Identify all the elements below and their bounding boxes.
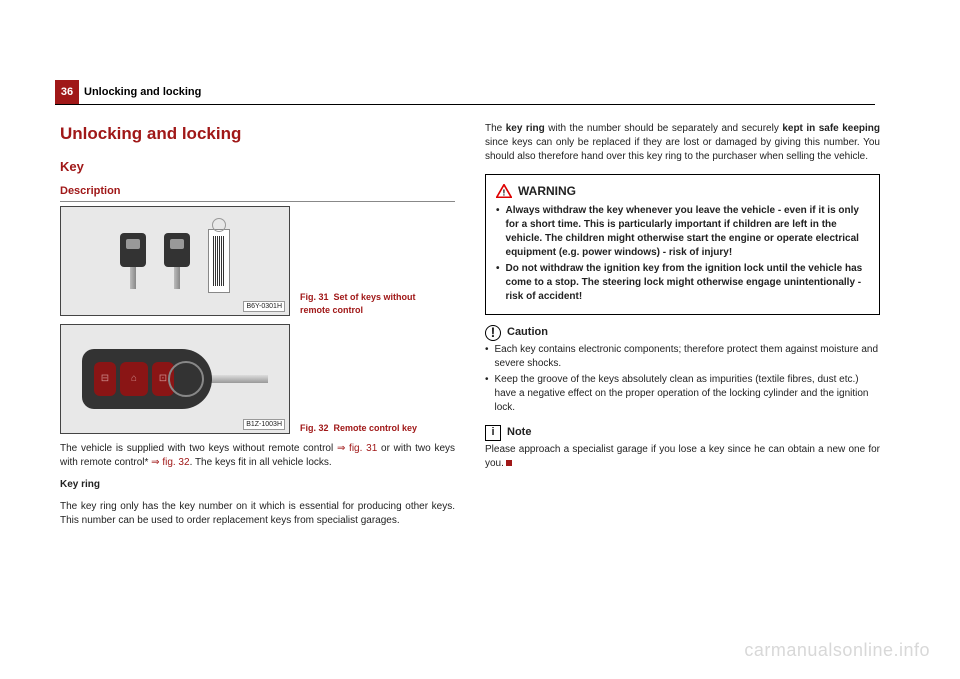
trunk-button-icon: ⌂ (120, 362, 148, 396)
caution-heading: ! Caution (485, 325, 880, 341)
note-heading: i Note (485, 425, 880, 441)
fig-ref-32: ⇒ fig. 32 (151, 457, 189, 468)
bullet-icon: • (485, 343, 489, 371)
key-icon (120, 233, 146, 289)
key-tag-icon (208, 229, 230, 293)
page: 36 Unlocking and locking Unlocking and l… (0, 0, 960, 679)
caution-text-1: Each key contains electronic components;… (495, 343, 880, 371)
text: . The keys fit in all vehicle locks. (190, 457, 332, 468)
warning-triangle-icon: ! (496, 184, 512, 198)
fig-ref-31: ⇒ fig. 31 (337, 443, 377, 454)
figure-32-text: Remote control key (334, 423, 418, 433)
section-title: Unlocking and locking (60, 122, 455, 146)
page-number: 36 (55, 80, 79, 104)
figure-31-tag: B6Y-0301H (243, 301, 285, 313)
bullet-icon: • (496, 204, 500, 260)
figure-32-wrap: ⊟ ⌂ ⊡ B1Z-1003H Fig. 32 Remote control k… (60, 324, 455, 434)
figure-32-caption: Fig. 32 Remote control key (300, 422, 430, 435)
figure-31-caption: Fig. 31 Set of keys without remote contr… (300, 291, 430, 316)
text-bold: key ring (506, 123, 545, 134)
intro-paragraph: The vehicle is supplied with two keys wi… (60, 442, 455, 470)
warning-text-2: Do not withdraw the ignition key from th… (506, 262, 869, 304)
figure-32-ref: Fig. 32 (300, 423, 329, 433)
figure-31: B6Y-0301H (60, 206, 290, 316)
unlock-button-icon: ⊟ (94, 362, 116, 396)
warning-text-1: Always withdraw the key whenever you lea… (506, 204, 869, 260)
warning-heading: ! WARNING (496, 183, 869, 200)
bullet-icon: • (496, 262, 500, 304)
warning-bullet-1: • Always withdraw the key whenever you l… (496, 204, 869, 260)
note-icon: i (485, 425, 501, 441)
key-blade-icon (210, 375, 268, 383)
svg-text:!: ! (503, 188, 506, 198)
text: The (485, 123, 506, 134)
subsection-title: Key (60, 158, 455, 176)
remote-key-illustration: ⊟ ⌂ ⊡ (82, 349, 268, 409)
text-bold: kept in safe keeping (782, 123, 880, 134)
caution-bullet-1: • Each key contains electronic component… (485, 343, 880, 371)
caution-icon: ! (485, 325, 501, 341)
keyring-heading: Key ring (60, 478, 455, 492)
end-square-icon (506, 460, 512, 466)
note-text: Please approach a specialist garage if y… (485, 444, 880, 469)
left-column: Unlocking and locking Key Description B6… (60, 122, 455, 536)
figure-31-wrap: B6Y-0301H Fig. 31 Set of keys without re… (60, 206, 455, 316)
bullet-icon: • (485, 373, 489, 415)
description-heading: Description (60, 184, 455, 202)
caution-bullet-2: • Keep the groove of the keys absolutely… (485, 373, 880, 415)
caution-title: Caution (507, 325, 548, 340)
note-title: Note (507, 425, 531, 440)
text: since keys can only be replaced if they … (485, 137, 880, 162)
columns: Unlocking and locking Key Description B6… (60, 122, 880, 536)
warning-bullet-2: • Do not withdraw the ignition key from … (496, 262, 869, 304)
caution-text-2: Keep the groove of the keys absolutely c… (495, 373, 880, 415)
text: The vehicle is supplied with two keys wi… (60, 443, 337, 454)
figure-31-ref: Fig. 31 (300, 292, 329, 302)
key-icon (164, 233, 190, 289)
header-rule (55, 104, 875, 105)
right-column: The key ring with the number should be s… (485, 122, 880, 536)
warning-title: WARNING (518, 183, 576, 200)
header-title: Unlocking and locking (84, 86, 201, 98)
note-paragraph: Please approach a specialist garage if y… (485, 443, 880, 471)
figure-32: ⊟ ⌂ ⊡ B1Z-1003H (60, 324, 290, 434)
warning-box: ! WARNING • Always withdraw the key when… (485, 174, 880, 315)
lock-button-icon: ⊡ (152, 362, 174, 396)
key-set-illustration (120, 229, 230, 293)
keyring-paragraph: The key ring only has the key number on … (60, 500, 455, 528)
text: with the number should be separately and… (545, 123, 783, 134)
watermark: carmanualsonline.info (744, 640, 930, 661)
safekeeping-paragraph: The key ring with the number should be s… (485, 122, 880, 164)
figure-32-tag: B1Z-1003H (243, 419, 285, 431)
